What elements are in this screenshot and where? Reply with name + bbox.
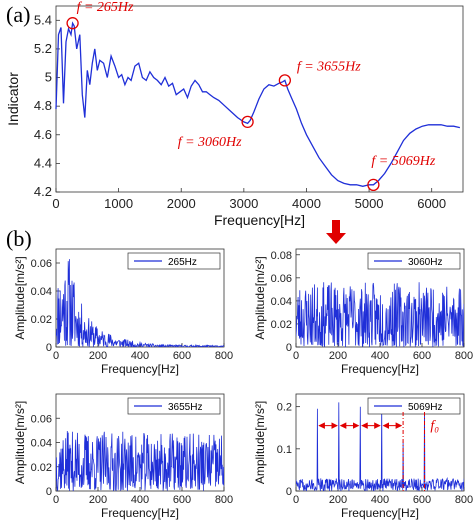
spectrum-3655hz-chart: 0 200 400 600 800 0 0.02 0.04 0.06 Frequency[Hz] A… (13, 393, 233, 520)
x-tick-label: 0 (293, 494, 299, 506)
x-tick-label: 800 (455, 350, 473, 362)
y-axis-label: Amplitude[m/s²] (253, 401, 267, 484)
x-axis-label: Frequency[Hz] (341, 506, 419, 520)
y-tick-label: 0.02 (271, 319, 292, 331)
legend-label: 5069Hz (408, 402, 442, 413)
y-tick-label: 0.1 (277, 444, 292, 456)
x-tick-label: 4000 (292, 196, 321, 211)
x-tick-label: 1000 (104, 196, 133, 211)
legend-box (367, 252, 461, 270)
y-axis-label: Amplitude[m/s²] (13, 401, 27, 484)
y-tick-label: 0.04 (31, 438, 52, 450)
spectrum-3060hz-chart: 0 200 400 600 800 0 0.02 0.04 0.06 0.08 Frequency[… (253, 248, 473, 376)
x-tick-label: 0 (52, 196, 59, 211)
y-tick-label: 4.8 (34, 98, 52, 113)
y-tick-label: 0.02 (31, 314, 52, 326)
y-tick-label: 0.04 (271, 296, 292, 308)
y-tick-label: 0.06 (271, 273, 292, 285)
legend-box (127, 252, 221, 270)
legend-label: 3655Hz (168, 402, 202, 413)
y-tick-label: 0.06 (31, 413, 52, 425)
x-axis-label: Frequency[Hz] (101, 506, 179, 520)
y-tick-label: 4.2 (34, 184, 52, 199)
y-tick-label: 0.04 (31, 286, 52, 298)
x-tick-label: 400 (131, 350, 149, 362)
x-tick-label: 5000 (355, 196, 384, 211)
annotation-marker (367, 178, 380, 191)
annotation-label: f = 3060Hz (178, 135, 242, 150)
annotation-label: f = 5069Hz (371, 154, 435, 169)
y-axis-label: Indicator (5, 72, 21, 126)
harmonic-label: f₀ (430, 419, 439, 434)
x-tick-label: 400 (131, 494, 149, 506)
spectrum-series-line (296, 282, 464, 347)
x-tick-label: 600 (173, 350, 191, 362)
x-tick-label: 200 (89, 494, 107, 506)
y-tick-label: 4.6 (34, 127, 52, 142)
x-tick-label: 0 (293, 350, 299, 362)
x-tick-label: 0 (53, 494, 59, 506)
y-tick-label: 0.06 (31, 258, 52, 270)
annotation-marker (241, 115, 254, 129)
legend-box (127, 397, 221, 415)
y-tick-label: 0 (46, 342, 52, 354)
x-tick-label: 200 (89, 350, 107, 362)
x-tick-label: 800 (455, 494, 473, 506)
x-tick-label: 0 (53, 350, 59, 362)
annotation-label: f = 265Hz (77, 0, 134, 15)
x-tick-label: 800 (215, 494, 233, 506)
x-tick-label: 2000 (167, 196, 196, 211)
legend-label: 265Hz (168, 257, 197, 268)
x-tick-label: 600 (173, 494, 191, 506)
legend-box (367, 397, 461, 415)
indicator-chart: 0 1000 2000 3000 4000 5000 6000 4.2 4.4 4.6 4.8 5 5.… (5, 0, 464, 228)
spectrum-5069hz-chart: 0 200 400 600 800 0 0.1 0.2 Frequency[Hz] Amplitu… (253, 393, 473, 520)
y-tick-label: 0.2 (277, 402, 292, 414)
annotation-label: f = 3655Hz (297, 59, 361, 74)
x-tick-label: 3000 (229, 196, 258, 211)
y-tick-label: 5 (45, 70, 52, 85)
panel-a-label: (a) (6, 2, 30, 27)
x-axis-label: Frequency[Hz] (101, 362, 179, 376)
y-tick-label: 5.4 (34, 12, 52, 27)
x-tick-label: 600 (413, 350, 431, 362)
indicator-series-line (55, 21, 461, 187)
spectrum-series-line (56, 430, 224, 491)
legend-label: 3060Hz (408, 257, 442, 268)
down-arrow-icon (326, 220, 346, 244)
y-tick-label: 0 (286, 486, 292, 498)
x-tick-label: 6000 (417, 196, 446, 211)
spectrum-series-line (56, 259, 224, 347)
spectrum-series-line (296, 402, 464, 491)
y-tick-label: 4.4 (34, 155, 52, 170)
y-axis-label: Amplitude[m/s²] (13, 256, 27, 339)
x-tick-label: 600 (413, 494, 431, 506)
x-tick-label: 200 (329, 494, 347, 506)
x-axis-label: Frequency[Hz] (341, 362, 419, 376)
x-tick-label: 400 (371, 494, 389, 506)
x-tick-label: 200 (329, 350, 347, 362)
annotation-marker (278, 74, 292, 87)
spectrum-265hz-chart: 0 200 400 600 800 0 0.02 0.04 0.06 Frequency[Hz] A… (13, 248, 233, 376)
y-tick-label: 0.02 (31, 462, 52, 474)
annotation-marker (66, 17, 79, 30)
x-axis-label: Frequency[Hz] (214, 212, 305, 228)
y-axis-label: Amplitude[m/s²] (253, 256, 267, 339)
y-tick-label: 0 (286, 342, 292, 354)
y-tick-label: 5.2 (34, 41, 52, 56)
x-tick-label: 400 (371, 350, 389, 362)
panel-b-label: (b) (6, 226, 32, 251)
x-tick-label: 800 (215, 350, 233, 362)
y-tick-label: 0.08 (271, 250, 292, 262)
y-tick-label: 0 (46, 486, 52, 498)
